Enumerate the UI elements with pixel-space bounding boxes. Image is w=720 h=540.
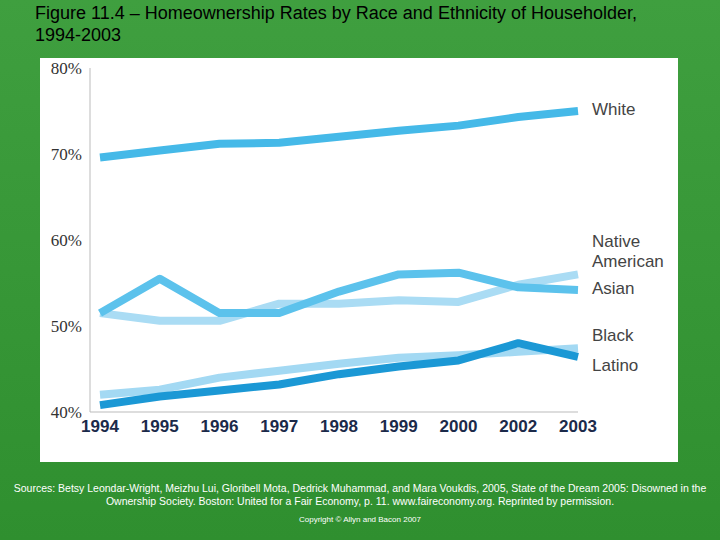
svg-text:1997: 1997 <box>260 417 298 436</box>
svg-text:60%: 60% <box>51 231 82 250</box>
svg-text:70%: 70% <box>51 145 82 164</box>
svg-text:Black: Black <box>592 326 634 345</box>
svg-text:Asian: Asian <box>592 279 635 298</box>
svg-text:2002: 2002 <box>499 417 537 436</box>
svg-text:1999: 1999 <box>380 417 418 436</box>
html-text:Copyright © Allyn and Bacon 20: Copyright © Allyn and Bacon 2007 <box>299 515 421 524</box>
svg-text:1998: 1998 <box>320 417 358 436</box>
svg-text:1994: 1994 <box>81 417 119 436</box>
svg-text:1996: 1996 <box>201 417 239 436</box>
svg-text:2003: 2003 <box>559 417 597 436</box>
svg-text:Latino: Latino <box>592 356 638 375</box>
html-text:Sources: Betsy Leondar-Wright,: Sources: Betsy Leondar-Wright, Meizhu Lu… <box>13 482 707 507</box>
svg-text:White: White <box>592 100 635 119</box>
svg-text:40%: 40% <box>51 403 82 422</box>
svg-text:1995: 1995 <box>141 417 179 436</box>
svg-text:NativeAmerican: NativeAmerican <box>592 233 664 272</box>
html-text:Figure 11.4 – Homeownership Ra: Figure 11.4 – Homeownership Rates by Rac… <box>35 3 637 45</box>
svg-text:80%: 80% <box>51 59 82 78</box>
svg-text:50%: 50% <box>51 317 82 336</box>
svg-text:2000: 2000 <box>440 417 478 436</box>
